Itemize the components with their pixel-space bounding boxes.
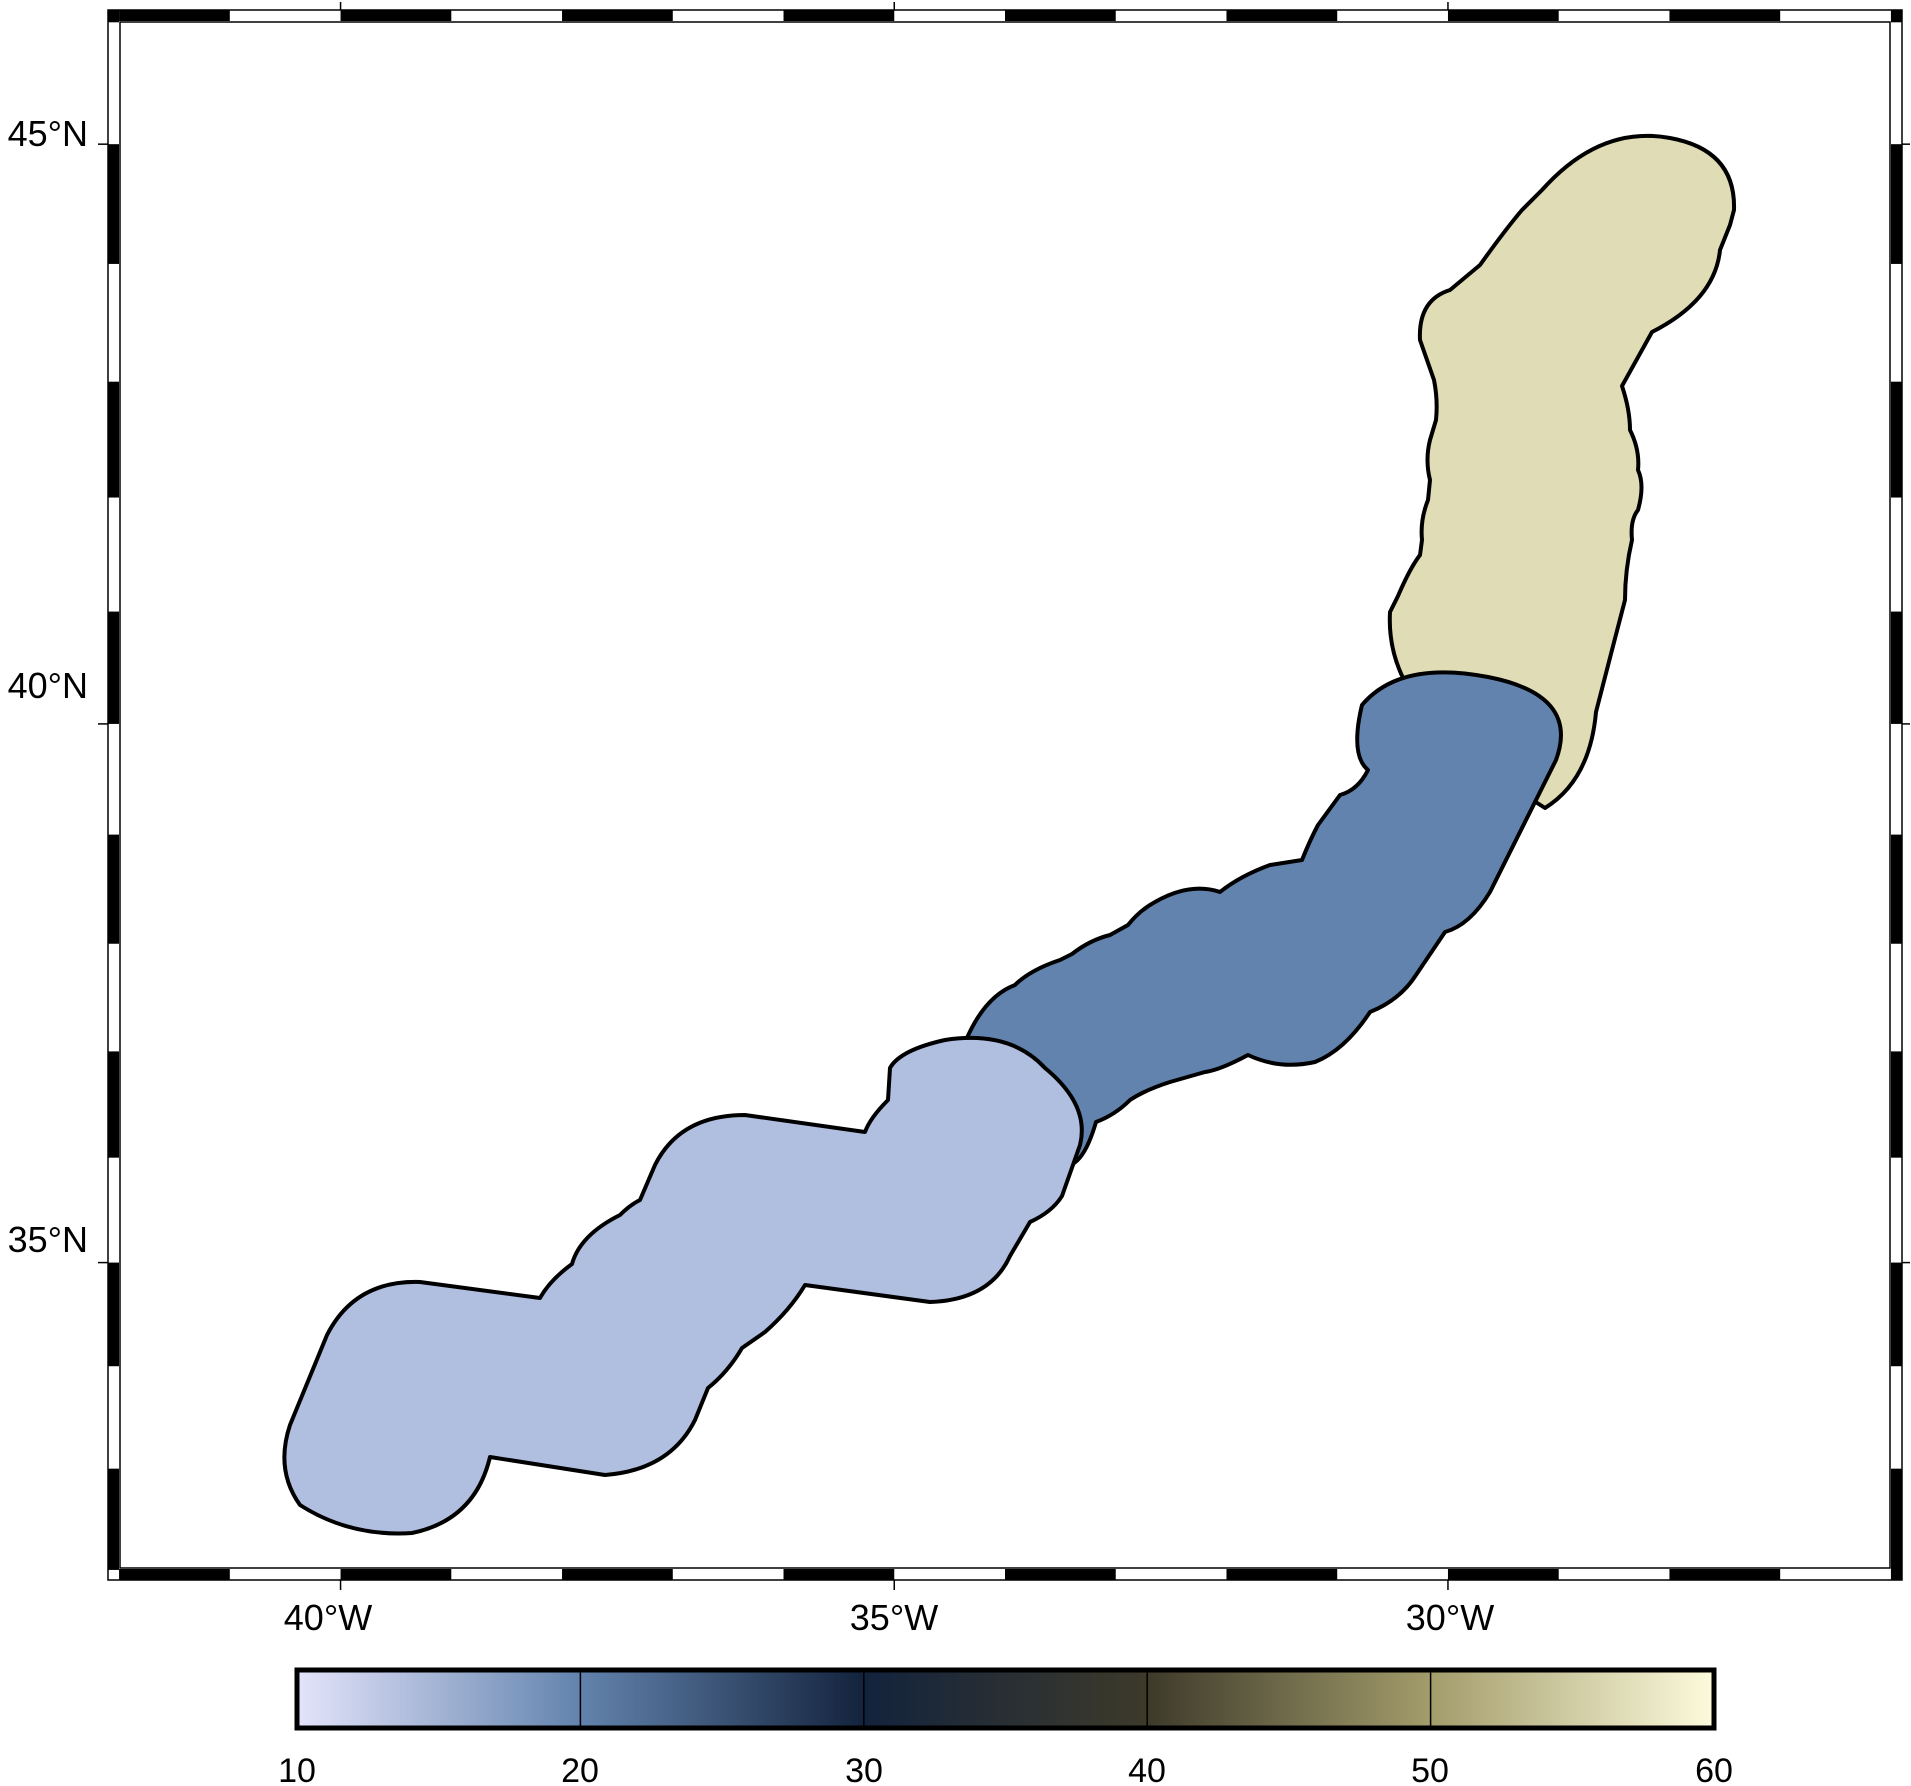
frame-checker-bottom xyxy=(1669,1569,1781,1580)
frame-checker-top xyxy=(119,10,230,21)
frame-checker-right xyxy=(1891,1051,1902,1158)
colorbar-tick-label-40: 40 xyxy=(1128,1752,1166,1786)
lat-tick-label-45n: 45°N xyxy=(8,113,88,154)
frame-checker-left xyxy=(108,10,119,23)
frame-checker-top xyxy=(1005,10,1116,21)
frame-checker-left xyxy=(108,144,119,264)
frame-checker-right xyxy=(1891,10,1902,23)
frame-checker-bottom xyxy=(1447,1569,1559,1580)
frame-checker-top xyxy=(562,10,673,21)
region-northern-segment xyxy=(1387,133,1737,810)
frame-checker-bottom xyxy=(119,1569,230,1580)
colorbar-tick-label-20: 20 xyxy=(561,1752,599,1786)
lat-tick-labels: 45°N 40°N 35°N xyxy=(8,113,88,1260)
colorbar: 10 20 30 40 50 60 xyxy=(278,1667,1733,1786)
lon-tick-label-30w: 30°W xyxy=(1406,1597,1494,1638)
frame-checker-left xyxy=(108,1468,119,1570)
frame-checker-left xyxy=(108,1051,119,1158)
colorbar-bar xyxy=(294,1667,1717,1731)
frame-checker-top xyxy=(783,10,895,21)
frame-checker-left xyxy=(108,1262,119,1367)
lon-tick-label-35w: 35°W xyxy=(850,1597,938,1638)
frame-checker-left xyxy=(108,834,119,944)
frame-checker-left xyxy=(108,381,119,498)
frame-inner-border xyxy=(119,21,1891,1569)
frame-checker-right xyxy=(1891,144,1902,264)
frame-checker-bottom xyxy=(1005,1569,1116,1580)
colorbar-tick-label-50: 50 xyxy=(1411,1752,1449,1786)
frame-checker-bottom xyxy=(562,1569,673,1580)
frame-checker-right xyxy=(1891,1468,1902,1570)
frame-checker-bottom xyxy=(340,1569,452,1580)
frame-checker-top xyxy=(1226,10,1338,21)
frame-checker-right xyxy=(1891,611,1902,724)
frame-checker-top xyxy=(1669,10,1781,21)
frame-checker-right xyxy=(1891,381,1902,498)
regions xyxy=(282,133,1737,1536)
frame-checker-right xyxy=(1891,1262,1902,1367)
lat-tick-label-40n: 40°N xyxy=(8,665,88,706)
region-southern-segment xyxy=(282,1035,1084,1536)
frame-checker-bottom xyxy=(783,1569,895,1580)
lon-tick-label-40w: 40°W xyxy=(284,1597,372,1638)
lon-tick-labels: 40°W 35°W 30°W xyxy=(284,1597,1494,1638)
map-frame xyxy=(98,2,1910,1590)
colorbar-tick-label-30: 30 xyxy=(845,1752,883,1786)
frame-checker-bottom xyxy=(1226,1569,1338,1580)
colorbar-ticks xyxy=(579,1670,1432,1728)
frame-checker-right xyxy=(1891,834,1902,944)
colorbar-tick-label-10: 10 xyxy=(278,1752,316,1786)
colorbar-tick-label-60: 60 xyxy=(1695,1752,1733,1786)
frame-checker-top xyxy=(340,10,452,21)
frame-checker-bottom xyxy=(1890,1569,1902,1580)
lat-tick-label-35n: 35°N xyxy=(8,1219,88,1260)
colorbar-tick-labels: 10 20 30 40 50 60 xyxy=(278,1752,1733,1786)
frame-checker-left xyxy=(108,611,119,724)
frame-checker-top xyxy=(1447,10,1559,21)
